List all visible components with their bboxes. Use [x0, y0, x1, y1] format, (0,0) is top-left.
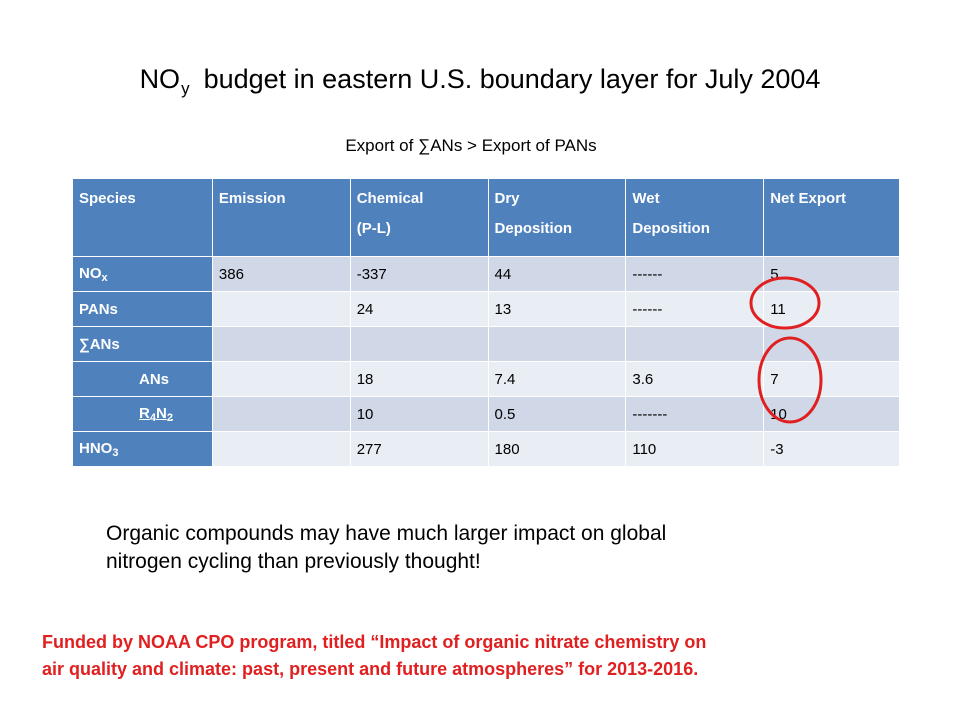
title-rest: budget in eastern U.S. boundary layer fo…: [203, 64, 821, 94]
dry-cell: 13: [487, 291, 627, 327]
net-cell: [763, 326, 900, 362]
header-species: Species: [72, 178, 213, 257]
chemical-cell: 24: [349, 291, 489, 327]
table-row: R4N2 10 0.5 ------- 10: [72, 396, 900, 432]
chemical-cell: 18: [349, 361, 489, 397]
table-header-row: Species Emission Chemical (P-L) Dry Deposi…: [72, 178, 900, 257]
header-net-export: Net Export: [763, 178, 900, 257]
wet-cell: 110: [625, 431, 765, 467]
chemical-cell: [349, 326, 489, 362]
note-text: Organic compounds may have much larger i…: [106, 522, 667, 573]
subtitle: Export of ∑ANs > Export of PANs: [345, 136, 597, 155]
title-subscript: y: [181, 79, 190, 98]
dry-cell: 180: [487, 431, 627, 467]
table-row: ANs 18 7.4 3.6 7: [72, 361, 900, 397]
emission-cell: [211, 431, 351, 467]
header-chemical: Chemical (P-L): [349, 178, 489, 257]
net-cell: 7: [763, 361, 900, 397]
budget-table: Species Emission Chemical (P-L) Dry Deposi…: [72, 178, 900, 467]
slide-title: NOy budget in eastern U.S. boundary layer…: [0, 62, 960, 106]
highlight-circle-pans: [749, 276, 821, 330]
species-cell: NOx: [72, 256, 213, 292]
dry-cell: [487, 326, 627, 362]
table-row: NOx 386 -337 44 ------ 5: [72, 256, 900, 292]
net-cell: -3: [763, 431, 900, 467]
header-dry-deposition: Dry Deposition: [487, 178, 627, 257]
species-cell: ANs: [72, 361, 213, 397]
highlight-circle-ans: [757, 336, 823, 424]
species-cell: HNO3: [72, 431, 213, 467]
emission-cell: [211, 396, 351, 432]
net-cell: 11: [763, 291, 900, 327]
species-cell: ∑ANs: [72, 326, 213, 362]
title-main: NO: [139, 64, 181, 94]
emission-cell: 386: [211, 256, 351, 292]
header-emission: Emission: [211, 178, 351, 257]
species-cell: PANs: [72, 291, 213, 327]
table-row: HNO3 277 180 110 -3: [72, 431, 900, 467]
emission-cell: [211, 361, 351, 397]
wet-cell: ------: [625, 291, 765, 327]
wet-cell: -------: [625, 396, 765, 432]
net-cell: 10: [763, 396, 900, 432]
emission-cell: [211, 326, 351, 362]
dry-cell: 0.5: [487, 396, 627, 432]
table-row: PANs 24 13 ------ 11: [72, 291, 900, 327]
chemical-cell: 277: [349, 431, 489, 467]
net-cell: 5: [763, 256, 900, 292]
chemical-cell: -337: [349, 256, 489, 292]
header-wet-deposition: Wet Deposition: [625, 178, 765, 257]
dry-cell: 44: [487, 256, 627, 292]
dry-cell: 7.4: [487, 361, 627, 397]
wet-cell: ------: [625, 256, 765, 292]
table-row: ∑ANs: [72, 326, 900, 362]
funding-text: Funded by NOAA CPO program, titled “Impa…: [42, 632, 707, 679]
wet-cell: [625, 326, 765, 362]
